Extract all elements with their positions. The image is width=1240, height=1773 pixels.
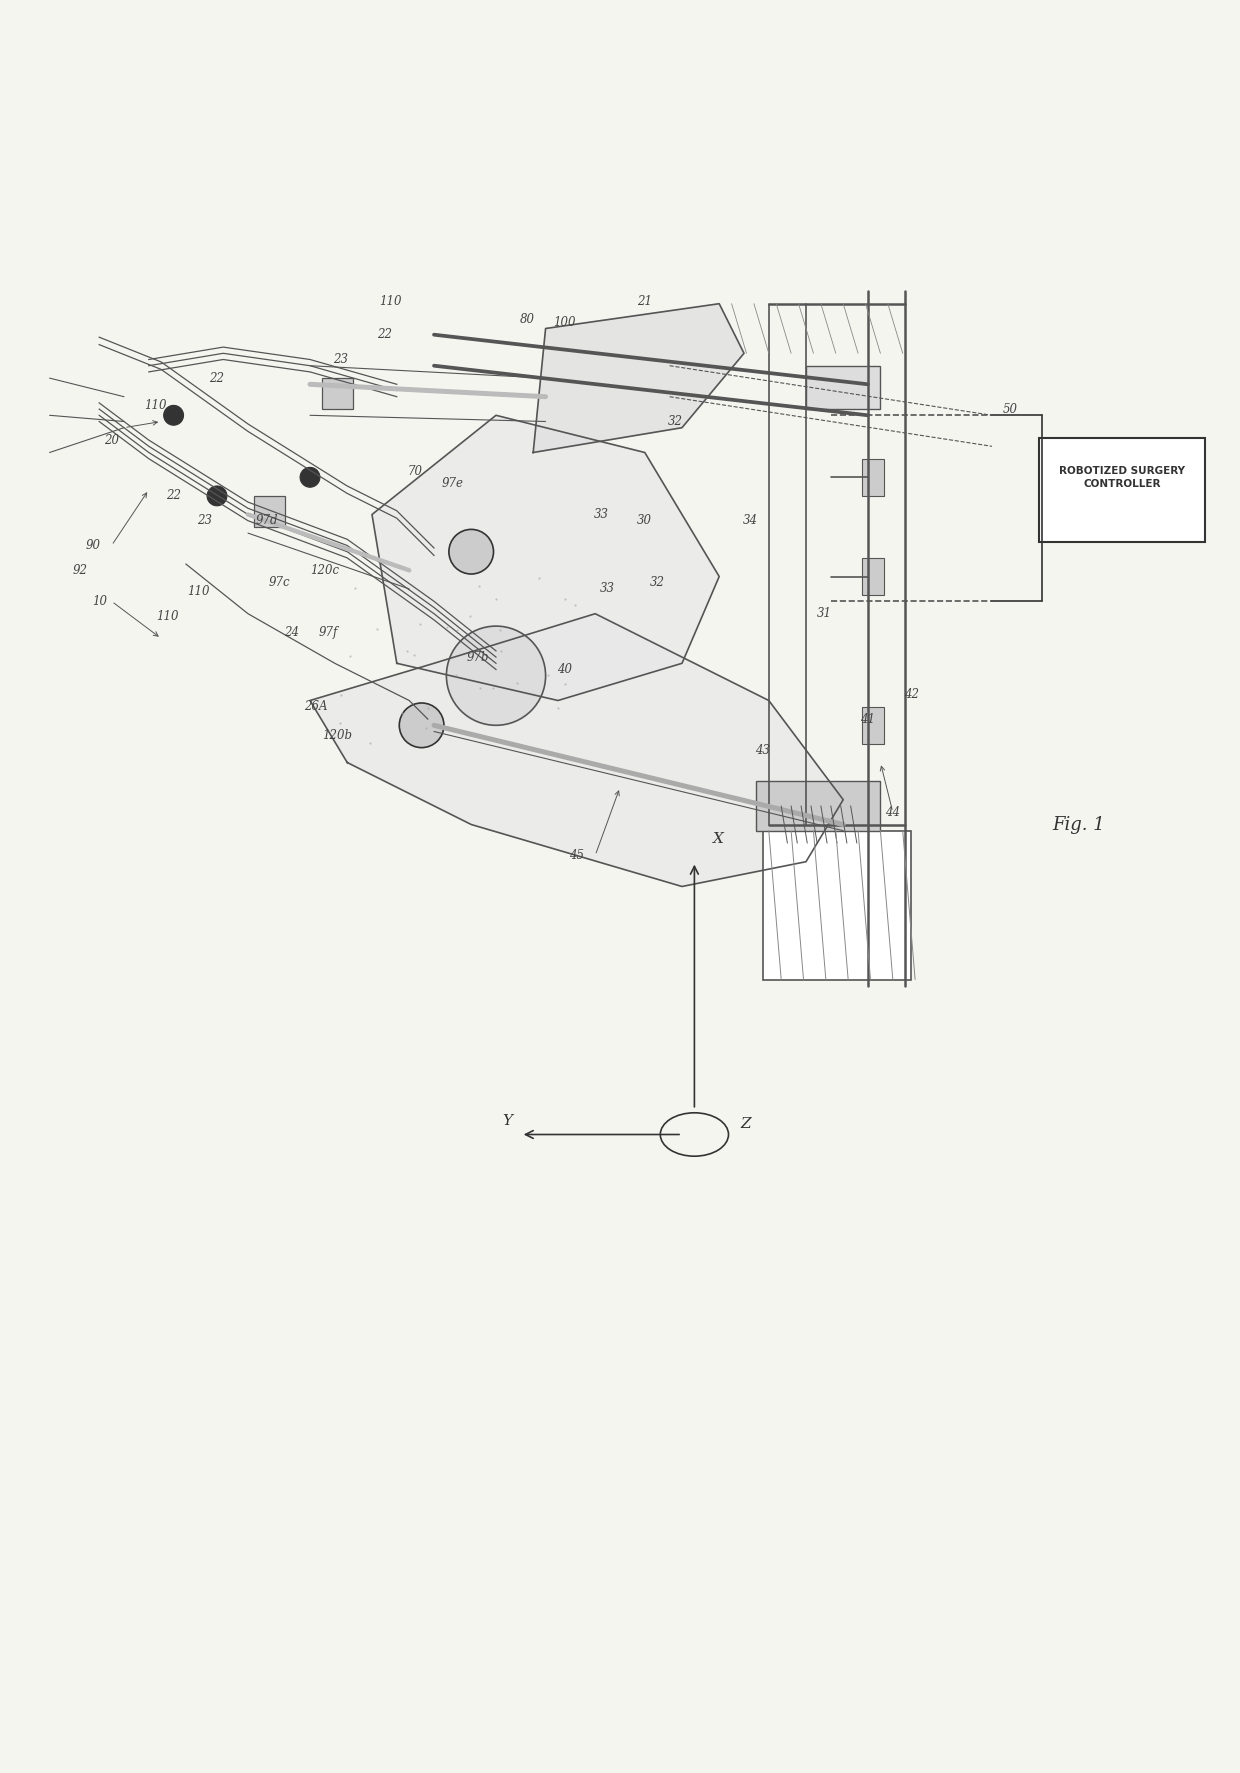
Text: 30: 30 [637, 514, 652, 527]
Bar [862, 558, 884, 596]
Text: 100: 100 [553, 316, 575, 328]
Text: 23: 23 [334, 353, 348, 365]
Text: 90: 90 [86, 539, 100, 551]
Text: 110: 110 [144, 399, 166, 411]
Text: 32: 32 [668, 415, 683, 427]
Text: 92: 92 [73, 564, 88, 576]
Bar [862, 707, 884, 745]
Polygon shape [372, 415, 719, 700]
Text: 44: 44 [885, 805, 900, 819]
Text: 43: 43 [755, 743, 770, 757]
Text: 20: 20 [104, 434, 119, 447]
Text: 41: 41 [861, 713, 875, 725]
Text: 33: 33 [594, 509, 609, 521]
Text: 33: 33 [600, 582, 615, 596]
Circle shape [449, 530, 494, 574]
Bar [322, 378, 353, 410]
Bar [763, 832, 911, 979]
Text: X: X [713, 832, 724, 846]
Text: 22: 22 [377, 328, 392, 340]
Text: 110: 110 [379, 294, 402, 309]
Circle shape [207, 486, 227, 505]
Text: Fig. 1: Fig. 1 [1053, 816, 1105, 833]
Text: 42: 42 [904, 688, 919, 700]
Text: 40: 40 [557, 663, 572, 676]
Text: 110: 110 [187, 585, 210, 598]
Text: 120b: 120b [322, 729, 352, 741]
Text: 45: 45 [569, 849, 584, 862]
Circle shape [446, 626, 546, 725]
Text: 31: 31 [817, 606, 832, 621]
Text: 97f: 97f [319, 626, 339, 638]
Circle shape [399, 702, 444, 748]
Polygon shape [310, 613, 843, 886]
Text: 70: 70 [408, 465, 423, 477]
Text: 110: 110 [156, 610, 179, 622]
Text: 24: 24 [284, 626, 299, 638]
Text: 80: 80 [520, 314, 534, 326]
Text: 26A: 26A [305, 700, 327, 713]
Text: 32: 32 [650, 576, 665, 589]
Text: 22: 22 [166, 489, 181, 502]
FancyBboxPatch shape [806, 365, 880, 410]
FancyBboxPatch shape [1039, 438, 1205, 543]
Text: 97b: 97b [466, 651, 489, 663]
Text: 22: 22 [210, 372, 224, 385]
Bar [254, 496, 285, 527]
Text: 97d: 97d [255, 514, 278, 527]
Polygon shape [533, 303, 744, 452]
Text: ROBOTIZED SURGERY
CONTROLLER: ROBOTIZED SURGERY CONTROLLER [1059, 466, 1185, 489]
Text: 10: 10 [92, 594, 107, 608]
Bar [756, 782, 880, 832]
Text: 21: 21 [637, 294, 652, 309]
Circle shape [300, 468, 320, 488]
Bar [862, 459, 884, 496]
Text: 97e: 97e [441, 477, 464, 489]
Text: Y: Y [502, 1113, 512, 1128]
Text: 23: 23 [197, 514, 212, 527]
Text: 120c: 120c [310, 564, 340, 576]
Circle shape [164, 406, 184, 426]
Text: 97c: 97c [268, 576, 290, 589]
Text: Z: Z [740, 1117, 751, 1131]
Text: 34: 34 [743, 514, 758, 527]
Text: 50: 50 [1003, 402, 1018, 415]
